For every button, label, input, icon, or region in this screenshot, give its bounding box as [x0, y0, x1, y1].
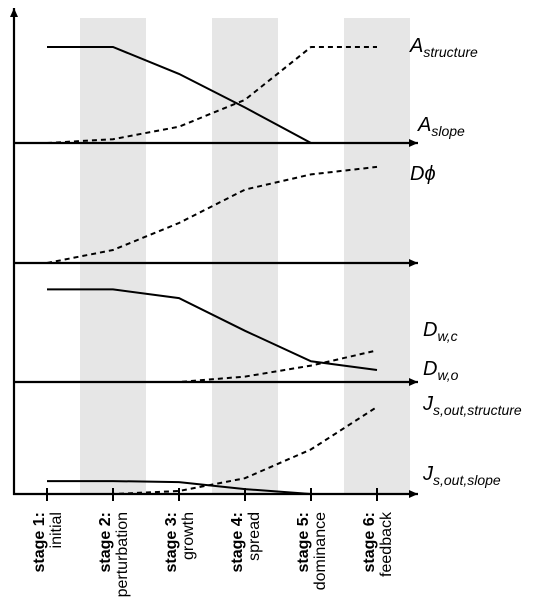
stage-number: stage 2: — [97, 512, 114, 572]
stage-label-4: stage 4: spread — [229, 512, 263, 572]
stage-label-5: stage 5: dominance — [295, 512, 329, 590]
curve-a-structure — [46, 46, 377, 144]
stage-band-2 — [80, 18, 146, 494]
stage-number: stage 6: — [361, 512, 378, 572]
curve-label-d-w-o: Dw,o — [423, 358, 459, 383]
stage-number: stage 3: — [163, 512, 180, 572]
stage-name: growth — [180, 512, 197, 560]
stage-number: stage 4: — [229, 512, 246, 572]
curve-d-w-o — [47, 288, 378, 371]
curve-label-j-s-out-slope: Js,out,slope — [422, 463, 501, 488]
stage-name: dominance — [312, 512, 329, 590]
curve-d-w-c — [47, 349, 378, 383]
stage-shading — [80, 18, 410, 494]
stage-band-4 — [212, 18, 278, 494]
stage-label-1: stage 1: initial — [31, 512, 65, 572]
curve-label-d-: Dϕ — [410, 163, 436, 185]
stage-number: stage 5: — [295, 512, 312, 572]
curve-a-slope — [47, 46, 377, 144]
stage-name: perturbation — [114, 512, 131, 597]
stage-name: spread — [246, 512, 263, 561]
stage-label-3: stage 3: growth — [163, 512, 197, 572]
curve-labels: Aslope Astructure Dϕ Dw,o Dw,c Js,out,slope Js… — [409, 35, 522, 488]
curve-label-d-w-c: Dw,c — [423, 319, 458, 344]
curve-j-s-out-structure — [47, 406, 378, 495]
stage-labels: stage 1: initial stage 2: perturbation stage… — [31, 511, 395, 597]
stage-label-2: stage 2: perturbation — [97, 512, 131, 597]
stage-label-6: stage 6: feedback — [361, 511, 395, 577]
stage-name: initial — [48, 512, 65, 548]
stage-number: stage 1: — [31, 512, 48, 572]
curve-d- — [46, 165, 378, 264]
stage-ticks — [46, 488, 378, 501]
curve-label-a-structure: Astructure — [409, 35, 478, 60]
curves — [46, 46, 378, 495]
stage-band-6 — [344, 18, 410, 494]
axes — [10, 8, 418, 498]
curve-label-j-s-out-structure: Js,out,structure — [422, 393, 522, 418]
stage-name: feedback — [378, 511, 395, 577]
curve-label-a-slope: Aslope — [417, 114, 465, 139]
